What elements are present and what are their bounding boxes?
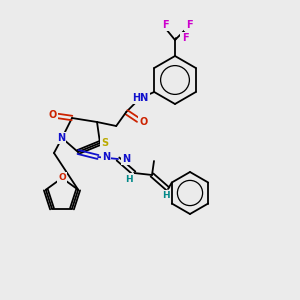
Text: O: O: [58, 173, 66, 182]
Text: H: H: [162, 191, 170, 200]
Text: HN: HN: [132, 93, 148, 103]
Text: N: N: [57, 133, 65, 143]
Text: N: N: [102, 152, 110, 162]
Text: N: N: [122, 154, 130, 164]
Text: F: F: [182, 33, 188, 43]
Text: S: S: [101, 138, 109, 148]
Text: H: H: [125, 175, 133, 184]
Text: O: O: [49, 110, 57, 120]
Text: F: F: [186, 20, 192, 30]
Text: O: O: [139, 117, 147, 127]
Text: F: F: [162, 20, 168, 30]
